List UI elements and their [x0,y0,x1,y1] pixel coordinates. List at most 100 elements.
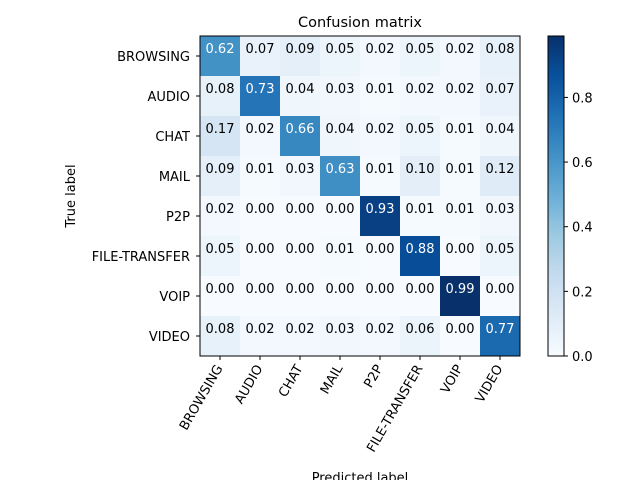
cell-value-label: 0.02 [286,322,315,337]
matrix-cell [400,76,441,117]
cell-value-label: 0.02 [366,122,395,137]
matrix-cell [480,156,521,197]
cell-value-label: 0.08 [206,322,235,337]
matrix-cell [400,236,441,277]
matrix-cell [240,276,281,317]
cell-value-label: 0.00 [246,202,275,217]
matrix-cell [280,196,321,237]
cell-value-label: 0.02 [446,42,475,57]
matrix-cell [200,36,241,77]
cell-value-label: 0.73 [246,82,275,97]
chart-title: Confusion matrix [298,15,422,31]
cell-value-label: 0.02 [366,322,395,337]
plot-frame [199,35,521,357]
matrix-cell [320,276,361,317]
matrix-cell [200,196,241,237]
cell-value-label: 0.08 [206,82,235,97]
cell-value-label: 0.00 [446,322,475,337]
matrix-cell [280,236,321,277]
cell-value-label: 0.62 [206,42,235,57]
matrix-cell [240,196,281,237]
matrix-cell [360,196,401,237]
cell-value-label: 0.01 [446,162,475,177]
matrix-cell [240,76,281,117]
matrix-cell [480,196,521,237]
matrix-cell [400,316,441,357]
matrix-cell [280,316,321,357]
y-axis-ticks: BROWSING AUDIO CHAT MAIL P2P FILE-TRANSFER VOI… [92,50,200,345]
cell-value-label: 0.00 [246,242,275,257]
matrix-cell [320,316,361,357]
x-tick-label: BROWSING [177,363,226,434]
y-tick-label: P2P [166,210,190,225]
cell-value-label: 0.07 [246,42,275,57]
x-axis-label: Predicted label [312,471,409,480]
y-axis-label: True label [64,164,79,228]
matrix-cell [240,36,281,77]
cell-value-label: 0.04 [326,122,355,137]
cell-value-label: 0.02 [406,82,435,97]
cell-value-label: 0.03 [286,162,315,177]
x-tick-label: VOIP [438,362,466,396]
matrix-cell [480,276,521,317]
matrix-cell [320,116,361,157]
matrix-cell [400,156,441,197]
cell-value-label: 0.66 [286,122,315,137]
cell-value-label: 0.02 [206,202,235,217]
matrix-cell [480,316,521,357]
cell-value-label: 0.00 [246,282,275,297]
cell-value-label: 0.01 [326,242,355,257]
cell-value-label: 0.04 [286,82,315,97]
cell-value-label: 0.00 [366,282,395,297]
cell-value-label: 0.00 [286,242,315,257]
y-tick-label: CHAT [155,130,190,145]
cell-value-label: 0.63 [326,162,355,177]
x-tick-label: P2P [361,362,386,390]
x-tick-label: CHAT [276,362,306,400]
matrix-cell [360,236,401,277]
matrix-cell [440,236,481,277]
matrix-cell [440,116,481,157]
cell-value-label: 0.00 [286,282,315,297]
x-tick-label: MAIL [318,362,347,397]
y-tick-label: MAIL [159,170,191,185]
matrix-cell [280,36,321,77]
matrix-cell [360,316,401,357]
matrix-cell [400,276,441,317]
cell-value-label: 0.00 [406,282,435,297]
cell-value-label: 0.05 [406,42,435,57]
matrix-cell [240,316,281,357]
cell-value-label: 0.88 [406,242,435,257]
matrix-cell [440,76,481,117]
cell-value-label: 0.05 [206,242,235,257]
cell-value-label: 0.00 [206,282,235,297]
matrix-cell [240,236,281,277]
cell-value-label: 0.17 [206,122,235,137]
cell-value-label: 0.00 [446,242,475,257]
matrix-cell [200,76,241,117]
cell-value-label: 0.93 [366,202,395,217]
matrix-cells [200,36,521,357]
matrix-cell [360,76,401,117]
cell-value-label: 0.01 [406,202,435,217]
y-tick-label: BROWSING [117,50,190,65]
cell-value-labels: 0.62 0.07 0.09 0.05 0.02 0.05 0.02 0.08 0.08 0.73… [206,42,515,337]
cell-value-label: 0.12 [486,162,515,177]
colorbar-tick-label: 0.8 [572,91,593,106]
matrix-cell [280,76,321,117]
cell-value-label: 0.00 [366,242,395,257]
x-tick-label: AUDIO [232,363,266,407]
cell-value-label: 0.77 [486,322,515,337]
matrix-cell [480,36,521,77]
colorbar-tick-label: 0.0 [572,350,593,365]
cell-value-label: 0.00 [326,282,355,297]
cell-value-label: 0.00 [486,282,515,297]
cell-value-label: 0.02 [246,122,275,137]
matrix-cell [280,276,321,317]
cell-value-label: 0.06 [406,322,435,337]
matrix-cell [320,36,361,77]
cell-value-label: 0.01 [366,82,395,97]
colorbar-tick-label: 0.2 [572,285,593,300]
